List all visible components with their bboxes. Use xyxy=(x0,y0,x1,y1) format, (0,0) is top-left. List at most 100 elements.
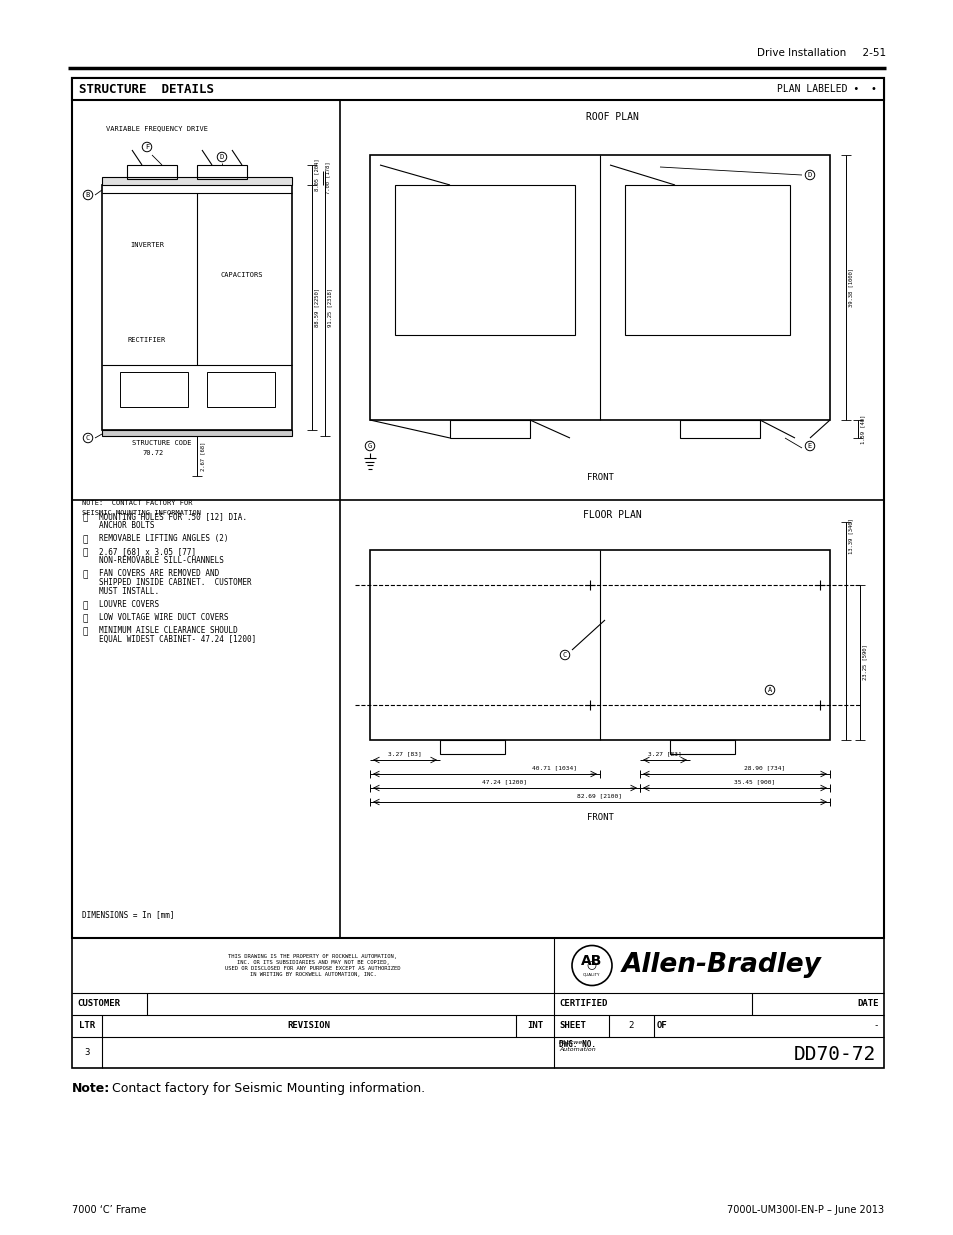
Text: 8.05 [204]: 8.05 [204] xyxy=(314,159,318,191)
Text: 7000L-UM300I-EN-P – June 2013: 7000L-UM300I-EN-P – June 2013 xyxy=(726,1205,883,1215)
Text: Ⓖ: Ⓖ xyxy=(83,627,89,636)
Text: A: A xyxy=(767,687,771,693)
Text: MUST INSTALL.: MUST INSTALL. xyxy=(99,587,159,597)
Bar xyxy=(450,420,530,438)
Text: REMOVABLE LIFTING ANGLES (2): REMOVABLE LIFTING ANGLES (2) xyxy=(99,534,229,543)
Text: Drive Installation     2-51: Drive Installation 2-51 xyxy=(756,48,885,58)
Text: C: C xyxy=(86,435,90,441)
Text: DIMENSIONS = In [mm]: DIMENSIONS = In [mm] xyxy=(82,910,174,919)
Bar xyxy=(71,78,883,939)
Text: 39.38 [1000]: 39.38 [1000] xyxy=(847,268,852,308)
Text: QUALITY: QUALITY xyxy=(582,972,600,977)
Text: PLAN LABELED •  •: PLAN LABELED • • xyxy=(777,84,876,94)
Text: Ⓒ: Ⓒ xyxy=(83,548,89,557)
Text: ROOF PLAN: ROOF PLAN xyxy=(585,112,638,122)
Text: Ⓔ: Ⓔ xyxy=(83,601,89,610)
Text: 3: 3 xyxy=(84,1049,90,1057)
Bar xyxy=(624,185,789,335)
Bar xyxy=(102,177,292,185)
Text: STRUCTURE CODE: STRUCTURE CODE xyxy=(132,440,192,446)
Text: Note:: Note: xyxy=(71,1082,111,1095)
Bar xyxy=(669,740,734,755)
Text: LOW VOLTAGE WIRE DUCT COVERS: LOW VOLTAGE WIRE DUCT COVERS xyxy=(99,613,229,622)
Text: SHEET: SHEET xyxy=(558,1021,585,1030)
Text: Rockwell: Rockwell xyxy=(558,1040,586,1045)
Text: Ⓑ: Ⓑ xyxy=(83,535,89,543)
Text: NON-REMOVABLE SILL-CHANNELS: NON-REMOVABLE SILL-CHANNELS xyxy=(99,556,224,564)
Text: VARIABLE FREQUENCY DRIVE: VARIABLE FREQUENCY DRIVE xyxy=(106,125,208,131)
Bar xyxy=(439,740,504,755)
Text: DD70-72: DD70-72 xyxy=(793,1045,875,1065)
Text: B: B xyxy=(86,191,90,198)
Text: EQUAL WIDEST CABINET- 47.24 [1200]: EQUAL WIDEST CABINET- 47.24 [1200] xyxy=(99,635,256,643)
Text: Ⓕ: Ⓕ xyxy=(83,614,89,622)
Bar xyxy=(102,430,292,436)
Text: NOTE:  CONTACT FACTORY FOR: NOTE: CONTACT FACTORY FOR xyxy=(82,500,193,506)
Text: CERTIFIED: CERTIFIED xyxy=(558,999,607,1009)
Text: 70.72: 70.72 xyxy=(142,450,163,456)
Text: Ⓓ: Ⓓ xyxy=(83,571,89,579)
Text: MOUNTING HOLES FOR .50 [12] DIA.: MOUNTING HOLES FOR .50 [12] DIA. xyxy=(99,513,247,521)
Text: LOUVRE COVERS: LOUVRE COVERS xyxy=(99,600,159,609)
Text: 1.59 [40]: 1.59 [40] xyxy=(859,415,864,443)
Text: Contact factory for Seismic Mounting information.: Contact factory for Seismic Mounting inf… xyxy=(104,1082,425,1095)
Text: 2: 2 xyxy=(628,1021,634,1030)
Text: 28.90 [734]: 28.90 [734] xyxy=(743,764,785,769)
Text: 82.69 [2100]: 82.69 [2100] xyxy=(577,793,622,798)
Text: Ⓐ: Ⓐ xyxy=(83,513,89,522)
Text: 47.24 [1200]: 47.24 [1200] xyxy=(482,779,527,784)
Text: THIS DRAWING IS THE PROPERTY OF ROCKWELL AUTOMATION,
INC. OR ITS SUBSIDIARIES AN: THIS DRAWING IS THE PROPERTY OF ROCKWELL… xyxy=(225,955,400,977)
Text: MINIMUM AISLE CLEARANCE SHOULD: MINIMUM AISLE CLEARANCE SHOULD xyxy=(99,626,237,635)
Bar xyxy=(71,78,883,100)
Text: FAN COVERS ARE REMOVED AND: FAN COVERS ARE REMOVED AND xyxy=(99,569,219,578)
Text: -: - xyxy=(873,1021,878,1030)
Text: 2.67 [68] x 3.05 [77]: 2.67 [68] x 3.05 [77] xyxy=(99,547,196,556)
Text: LTR: LTR xyxy=(79,1021,95,1030)
Bar xyxy=(679,420,760,438)
Text: ANCHOR BOLTS: ANCHOR BOLTS xyxy=(99,521,154,530)
Text: 88.59 [2250]: 88.59 [2250] xyxy=(314,288,318,327)
Text: D: D xyxy=(807,172,811,178)
Text: SHIPPED INSIDE CABINET.  CUSTOMER: SHIPPED INSIDE CABINET. CUSTOMER xyxy=(99,578,252,587)
Bar xyxy=(370,156,829,420)
Bar xyxy=(127,165,177,179)
Text: INVERTER: INVERTER xyxy=(130,242,164,248)
Text: AB: AB xyxy=(580,955,602,968)
Text: 3.27 [83]: 3.27 [83] xyxy=(388,751,421,756)
Text: CAPACITORS: CAPACITORS xyxy=(220,272,263,278)
Text: FRONT: FRONT xyxy=(586,473,613,482)
Bar xyxy=(102,185,292,430)
Text: 3.27 [83]: 3.27 [83] xyxy=(647,751,681,756)
Text: E: E xyxy=(807,443,811,450)
Text: CUSTOMER: CUSTOMER xyxy=(77,999,120,1009)
Text: DWG. NO.: DWG. NO. xyxy=(558,1040,596,1049)
Text: Automation: Automation xyxy=(558,1047,595,1052)
Text: 35.45 [900]: 35.45 [900] xyxy=(734,779,775,784)
Text: REVISION: REVISION xyxy=(287,1021,330,1030)
Text: STRUCTURE  DETAILS: STRUCTURE DETAILS xyxy=(79,83,213,95)
Text: DATE: DATE xyxy=(857,999,878,1009)
Text: 2.67 [68]: 2.67 [68] xyxy=(200,441,205,471)
Bar xyxy=(395,185,575,335)
Text: 7.00 [178]: 7.00 [178] xyxy=(325,162,330,194)
Text: D: D xyxy=(219,154,224,161)
Text: RECTIFIER: RECTIFIER xyxy=(128,337,166,343)
Bar xyxy=(207,372,274,408)
Bar xyxy=(71,939,883,1068)
Text: FRONT: FRONT xyxy=(586,813,613,823)
Text: 7000 ‘C’ Frame: 7000 ‘C’ Frame xyxy=(71,1205,146,1215)
Text: Allen-Bradley: Allen-Bradley xyxy=(621,952,821,978)
Bar xyxy=(120,372,188,408)
Bar xyxy=(370,550,829,740)
Text: OF: OF xyxy=(657,1021,667,1030)
Text: 40.71 [1034]: 40.71 [1034] xyxy=(532,764,577,769)
Text: F: F xyxy=(145,144,149,149)
Text: INT: INT xyxy=(526,1021,542,1030)
Text: C: C xyxy=(562,652,566,658)
Text: SEISMIC MOUNTING INFORMATION: SEISMIC MOUNTING INFORMATION xyxy=(82,510,201,516)
Text: 13.39 [340]: 13.39 [340] xyxy=(847,519,852,553)
Text: G: G xyxy=(368,443,372,450)
Text: FLOOR PLAN: FLOOR PLAN xyxy=(582,510,640,520)
Text: 91.25 [2318]: 91.25 [2318] xyxy=(327,288,332,327)
Text: 23.25 [590]: 23.25 [590] xyxy=(862,645,866,680)
